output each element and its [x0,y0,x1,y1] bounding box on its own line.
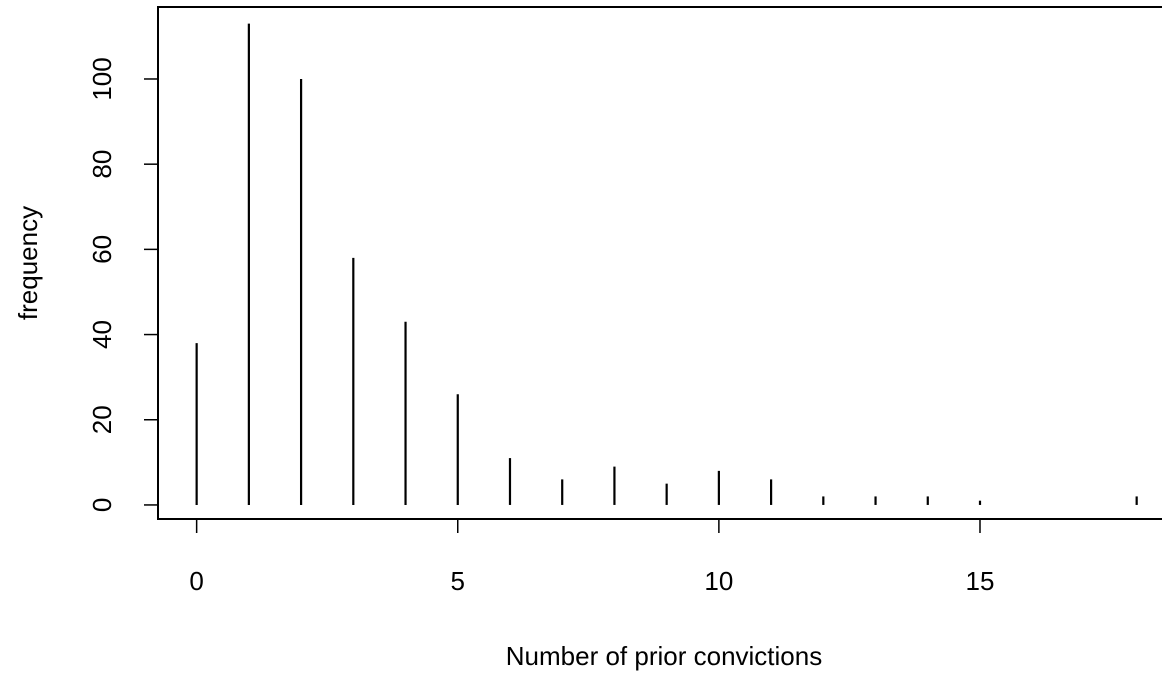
y-axis: 0 20 40 60 80 100 [87,57,158,512]
y-tick-label-60: 60 [87,235,117,264]
x-tick-label-10: 10 [704,566,733,596]
spike-series [197,24,1137,505]
x-axis-title: Number of prior convictions [506,641,822,671]
y-tick-label-0: 0 [87,498,117,512]
y-tick-label-40: 40 [87,320,117,349]
x-tick-label-15: 15 [966,566,995,596]
x-tick-label-5: 5 [451,566,465,596]
plot-frame [158,7,1162,519]
y-tick-label-80: 80 [87,150,117,179]
y-tick-label-20: 20 [87,405,117,434]
y-tick-label-100: 100 [87,57,117,100]
x-tick-label-0: 0 [189,566,203,596]
x-axis: 0 5 10 15 [189,519,994,596]
y-axis-title: frequency [13,206,43,320]
